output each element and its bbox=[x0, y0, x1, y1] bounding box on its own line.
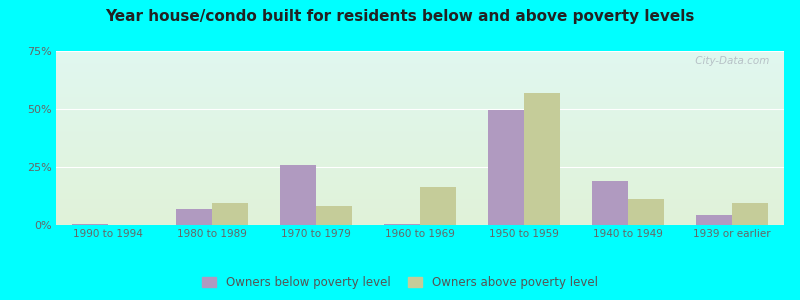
Bar bbox=[628, 200, 664, 225]
Bar bbox=[212, 203, 248, 225]
Bar bbox=[280, 165, 316, 225]
Bar bbox=[384, 224, 420, 225]
Bar bbox=[524, 93, 560, 225]
Bar bbox=[592, 181, 628, 225]
Bar bbox=[420, 187, 456, 225]
Bar bbox=[732, 203, 768, 225]
Bar bbox=[316, 206, 352, 225]
Bar bbox=[488, 110, 524, 225]
Legend: Owners below poverty level, Owners above poverty level: Owners below poverty level, Owners above… bbox=[198, 272, 602, 294]
Text: Year house/condo built for residents below and above poverty levels: Year house/condo built for residents bel… bbox=[106, 9, 694, 24]
Text: City-Data.com: City-Data.com bbox=[692, 56, 770, 66]
Bar bbox=[696, 214, 732, 225]
Bar bbox=[72, 224, 108, 225]
Bar bbox=[176, 209, 212, 225]
